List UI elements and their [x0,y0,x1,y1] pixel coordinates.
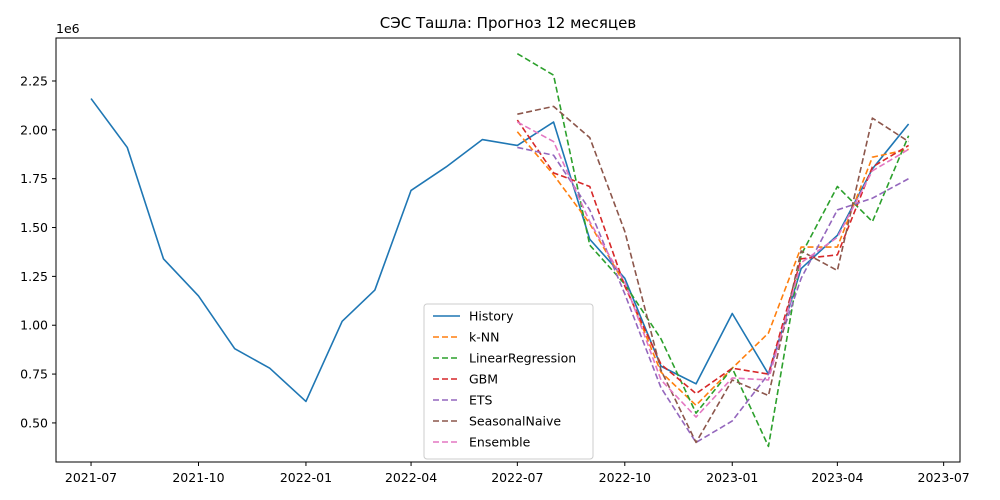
x-axis: 2021-07 2021-10 2022-01 2022-04 2022-07 2022-… [65,462,970,485]
y-tick-label: 1.50 [20,220,48,235]
series-line-gbm [516,119,910,395]
x-tick-label: 2021-07 [65,470,117,485]
x-tick-label: 2022-10 [599,470,651,485]
plot-area-frame [55,37,961,463]
x-tick-label: 2023-07 [918,470,970,485]
series-line-ets [517,146,909,444]
y-tick-label: 1.25 [20,269,48,284]
legend-label-seasonalnaive: SeasonalNaive [469,414,561,429]
legend-label-ets: ETS [469,393,493,408]
series-line-k-nn [516,131,909,407]
x-tick-label: 2021-10 [172,470,224,485]
x-tick-label: 2023-04 [811,470,863,485]
y-tick-label: 0.50 [20,415,48,430]
y-tick-label: 2.25 [20,73,48,88]
legend-label-linearregression: LinearRegression [469,351,576,366]
y-axis-offset-label: 1e6 [56,21,80,36]
series-layer [90,52,910,448]
chart-title: СЭС Ташла: Прогноз 12 месяцев [380,14,636,32]
x-tick-label: 2023-01 [706,470,758,485]
y-axis: 0.50 0.75 1.00 1.25 1.50 1.75 2.00 2.25 [20,73,56,430]
x-tick-label: 2022-04 [385,470,437,485]
legend: History k-NN LinearRegression GBM ETS Seasona… [423,303,594,460]
legend-label-k-nn: k-NN [469,330,499,345]
series-line-linearregression [516,52,910,448]
series-line-seasonalnaive [517,105,910,444]
y-tick-label: 1.75 [20,171,48,186]
y-tick-label: 0.75 [20,367,48,382]
series-line-ensemble [516,121,910,418]
x-tick-label: 2022-07 [491,470,543,485]
legend-label-history: History [469,309,514,324]
legend-box [423,303,594,460]
x-tick-label: 2022-01 [280,470,332,485]
legend-label-gbm: GBM [469,372,498,387]
legend-label-ensemble: Ensemble [469,435,531,450]
y-tick-label: 1.00 [20,318,48,333]
y-tick-label: 2.00 [20,122,48,137]
